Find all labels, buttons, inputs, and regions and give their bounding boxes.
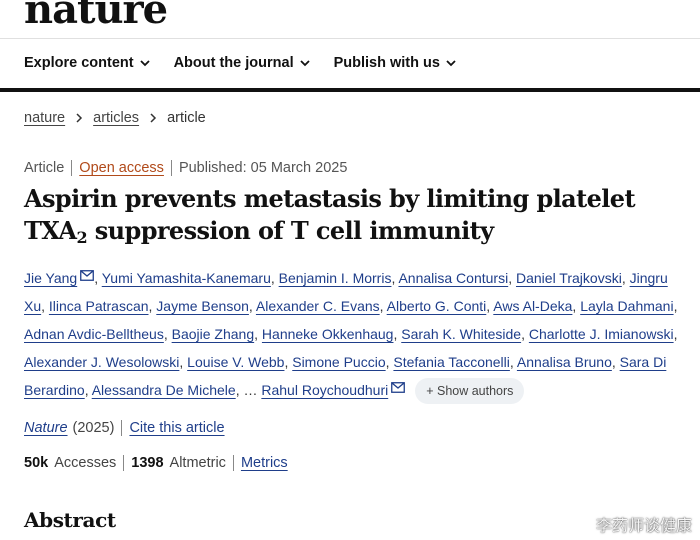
author-link[interactable]: Stefania Tacconelli [393,354,510,370]
metrics-link[interactable]: Metrics [240,455,288,471]
chevron-down-icon [139,60,150,67]
nav-label: About the journal [173,55,294,71]
author-link[interactable]: Louise V. Webb [187,354,285,370]
header-bar [0,88,700,92]
author-link[interactable]: Adnan Avdic-Belltheus [24,326,164,342]
accesses-label: Accesses [54,455,117,471]
show-authors-button[interactable]: + Show authors [415,378,525,404]
nav-publish-with-us[interactable]: Publish with us [334,55,456,71]
author-link[interactable]: Sarah K. Whiteside [401,326,522,342]
weibo-icon [574,517,591,532]
watermark: 李药师谈健康 [574,512,692,536]
mail-icon[interactable] [80,270,95,281]
published-date: Published: 05 March 2025 [178,160,348,176]
divider [121,420,123,436]
divider [123,455,125,471]
breadcrumb-articles[interactable]: articles [93,110,140,126]
journal-link[interactable]: Nature [24,420,68,436]
citation-year: (2025) [72,420,115,436]
title-subscript: 2 [76,228,87,247]
author-link[interactable]: Charlotte J. Imianowski [528,326,674,342]
divider [232,455,234,471]
chevron-down-icon [446,60,456,67]
article-type: Article [24,160,65,176]
article-title: Aspirin prevents metastasis by limiting … [24,183,684,247]
breadcrumb: nature articles article [24,110,206,126]
title-part1: Aspirin prevents metastasis by limiting … [24,184,636,245]
author-link[interactable]: Annalisa Bruno [516,354,612,370]
nav-about-journal[interactable]: About the journal [174,55,310,71]
author-link[interactable]: Alberto G. Conti [386,298,487,314]
breadcrumb-current: article [167,110,206,126]
mail-icon[interactable] [391,382,406,393]
accesses-value: 50k [24,455,49,471]
cite-article-link[interactable]: Cite this article [129,420,225,436]
nav-label: Explore content [24,55,134,71]
citation-line: Nature (2025) Cite this article [24,420,225,436]
author-link[interactable]: Rahul Roychoudhuri [261,382,389,398]
nav-explore-content[interactable]: Explore content [24,55,150,71]
author-link[interactable]: Aws Al-Deka [493,298,573,314]
breadcrumb-nature[interactable]: nature [24,110,66,126]
title-part2: suppression of T cell immunity [94,216,494,245]
divider [71,160,73,176]
author-link[interactable]: Hanneke Okkenhaug [261,326,394,342]
author-link[interactable]: Simone Puccio [292,354,386,370]
author-link[interactable]: Annalisa Contursi [398,270,509,286]
metrics-line: 50k Accesses 1398 Altmetric Metrics [24,455,288,471]
author-link[interactable]: Jayme Benson [156,298,249,314]
author-link[interactable]: Sara Di Berardino [24,354,667,398]
author-link[interactable]: Jingru Xu [24,270,668,314]
altmetric-label: Altmetric [169,455,226,471]
author-link[interactable]: Baojie Zhang [171,326,255,342]
author-link[interactable]: Alessandra De Michele [91,382,236,398]
watermark-text: 李药师谈健康 [595,518,692,535]
main-nav: Explore content About the journal Publis… [24,55,480,71]
author-list: Jie Yang, Yumi Yamashita-Kanemaru, Benja… [24,264,684,404]
nav-label: Publish with us [333,55,440,71]
author-link[interactable]: Daniel Trajkovski [515,270,622,286]
divider [170,160,172,176]
nature-logo[interactable]: nature [24,0,168,33]
chevron-right-icon [150,113,157,123]
author-link[interactable]: Alexander J. Wesolowski [24,354,180,370]
author-link[interactable]: Yumi Yamashita-Kanemaru [101,270,271,286]
author-link[interactable]: Layla Dahmani [580,298,674,314]
abstract-heading: Abstract [24,508,116,532]
altmetric-value: 1398 [131,455,164,471]
author-link[interactable]: Benjamin I. Morris [278,270,392,286]
author-ellipsis: … [243,382,258,398]
author-link[interactable]: Ilinca Patrascan [48,298,149,314]
open-access-link[interactable]: Open access [79,160,164,176]
chevron-down-icon [299,60,310,67]
author-link[interactable]: Jie Yang [24,270,78,286]
article-meta: Article Open access Published: 05 March … [24,160,347,176]
header-divider [0,38,700,39]
chevron-right-icon [76,113,83,123]
author-link[interactable]: Alexander C. Evans [255,298,380,314]
